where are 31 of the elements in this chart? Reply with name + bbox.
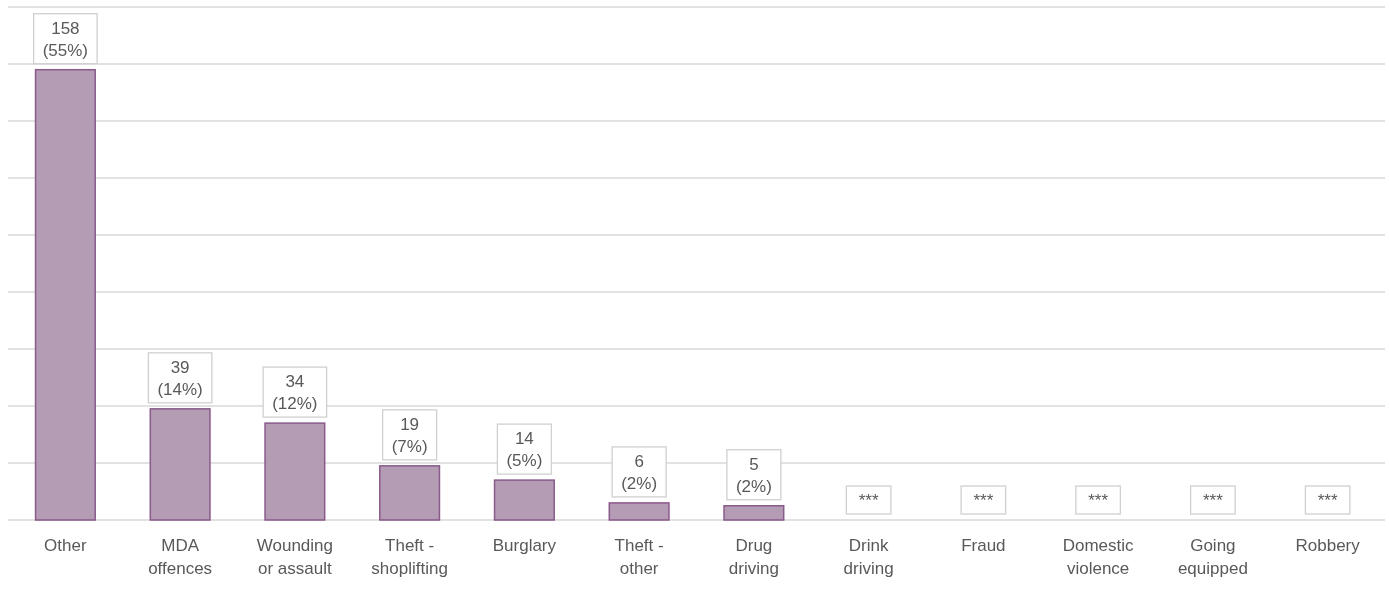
x-tick-label: Fraud [961, 536, 1006, 555]
x-tick-label: Drink driving [843, 536, 894, 578]
bar [379, 465, 441, 521]
x-tick-label: Theft - shoplifting [371, 536, 448, 578]
data-label: 5 (2%) [735, 454, 772, 496]
text: *** [858, 491, 879, 510]
bar [723, 505, 785, 521]
x-tick-label: Theft - other [614, 536, 664, 578]
x-tick-label: Burglary [492, 536, 557, 555]
text: *** [1202, 491, 1223, 510]
x-tick-label: Going equipped [1177, 536, 1248, 578]
bar [264, 422, 326, 521]
bar [608, 502, 670, 521]
bar [149, 408, 211, 521]
text: *** [1317, 491, 1338, 510]
x-tick-label: Drug driving [728, 536, 779, 578]
text: *** [1088, 491, 1109, 510]
data-label: 158 (55%) [42, 18, 89, 60]
x-tick-label: Other [44, 536, 87, 555]
data-label: 34 (12%) [272, 372, 318, 414]
data-label: 14 (5%) [506, 429, 543, 471]
data-label: 19 (7%) [391, 414, 428, 456]
text: *** [973, 491, 994, 510]
x-tick-label: Wounding or assault [256, 536, 333, 578]
data-label: 6 (2%) [621, 451, 658, 493]
bar [34, 68, 96, 521]
data-label: 39 (14%) [157, 357, 203, 399]
bar [493, 479, 555, 521]
x-tick-label: Domestic violence [1062, 536, 1135, 578]
x-tick-label: Robbery [1295, 536, 1361, 555]
x-tick-label: MDA offences [148, 536, 213, 578]
